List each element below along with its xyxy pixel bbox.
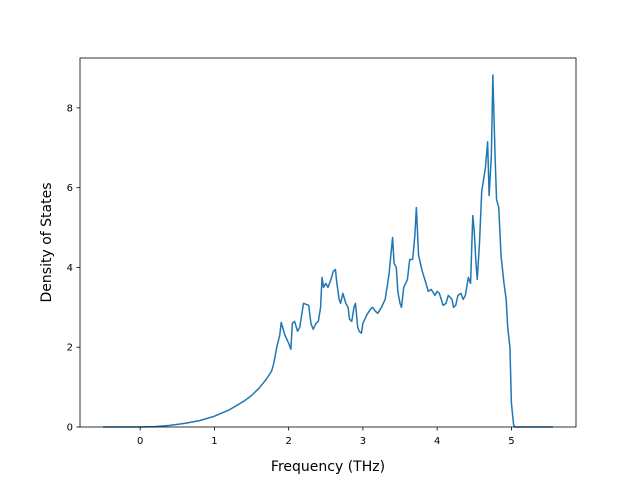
x-tick-label: 0 — [137, 436, 143, 447]
y-tick-label: 0 — [67, 423, 73, 434]
y-tick-label: 8 — [67, 103, 73, 114]
axes-frame — [79, 57, 577, 428]
x-tick-label: 2 — [285, 436, 291, 447]
x-axis-label: Frequency (THz) — [271, 459, 385, 475]
y-tick-label: 2 — [67, 343, 73, 354]
x-tick-label: 5 — [508, 436, 514, 447]
series-line-0 — [103, 74, 553, 428]
plot-area — [103, 74, 553, 428]
y-axis-label: Density of States — [39, 183, 55, 303]
y-tick-label: 4 — [67, 263, 73, 274]
x-axis-ticks: 0 1 2 3 4 5 — [137, 427, 515, 447]
y-axis-ticks: 0 2 4 6 8 — [67, 103, 80, 434]
x-tick-label: 1 — [211, 436, 217, 447]
x-tick-label: 3 — [360, 436, 366, 447]
y-tick-label: 6 — [67, 183, 73, 194]
x-tick-label: 4 — [434, 436, 440, 447]
